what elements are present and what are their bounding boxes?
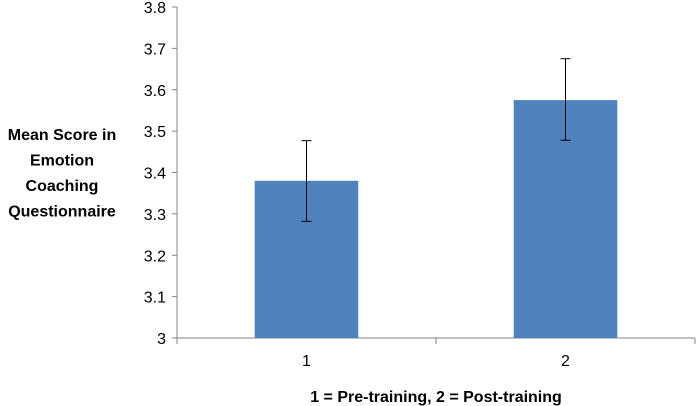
error-bar-2 <box>560 58 571 141</box>
y-tick-label: 3.4 <box>144 166 166 183</box>
x-axis-title: 1 = Pre-training, 2 = Post-training <box>310 389 562 406</box>
y-tick-label: 3.6 <box>144 83 166 100</box>
error-bar-1 <box>301 140 312 222</box>
y-axis-title-line: Mean Score in <box>8 127 116 144</box>
error-bars <box>301 58 571 222</box>
y-axis-title-line: Emotion <box>30 153 94 170</box>
y-axis: 3 3.1 3.2 3.3 3.4 3.5 3.6 3.7 3.8 <box>144 0 178 348</box>
bars <box>254 100 618 338</box>
y-tick-label: 3.8 <box>144 0 166 17</box>
y-tick-label: 3.7 <box>144 41 166 58</box>
y-tick-label: 3.2 <box>144 248 166 265</box>
y-tick-label: 3 <box>157 331 166 348</box>
y-tick-label: 3.3 <box>144 207 166 224</box>
y-axis-title-line: Coaching <box>26 178 99 195</box>
x-tick-label: 1 <box>302 353 311 370</box>
x-tick-label: 2 <box>561 353 570 370</box>
y-tick-label: 3.5 <box>144 124 166 141</box>
y-tick-label: 3.1 <box>144 290 166 307</box>
y-axis-title-line: Questionnaire <box>8 204 116 221</box>
y-axis-title: Mean Score in Emotion Coaching Questionnair… <box>8 127 116 221</box>
